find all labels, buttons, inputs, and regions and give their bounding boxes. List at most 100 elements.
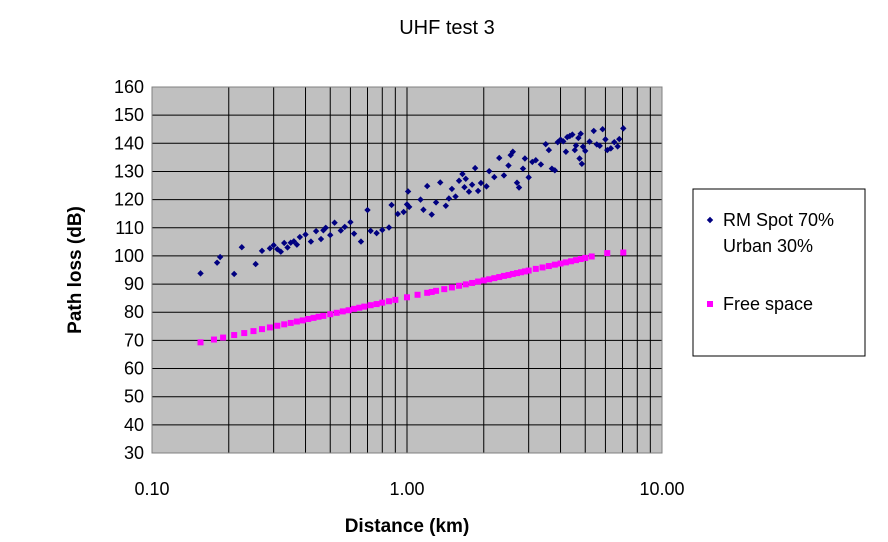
legend-box xyxy=(692,188,866,357)
rm-spot-point xyxy=(394,210,401,218)
free-space-point xyxy=(505,272,512,279)
rm-spot-point xyxy=(616,135,623,143)
x-tick-label: 1.00 xyxy=(389,479,424,499)
legend-marker-rm-spot xyxy=(706,216,714,224)
rm-spot-point xyxy=(557,136,564,143)
rm-spot-point xyxy=(327,231,334,239)
rm-spot-point xyxy=(577,130,584,137)
x-axis-title: Distance (km) xyxy=(345,516,470,537)
rm-spot-point xyxy=(614,143,621,150)
free-space-point xyxy=(414,291,421,298)
free-space-point xyxy=(379,299,386,306)
free-space-point xyxy=(333,309,340,316)
free-space-point xyxy=(433,287,440,294)
rm-spot-point xyxy=(582,147,589,155)
free-space-point xyxy=(386,298,393,305)
free-space-point xyxy=(620,249,627,256)
free-space-point xyxy=(320,312,327,319)
rm-spot-point xyxy=(423,182,431,190)
free-space-point xyxy=(392,296,399,303)
legend-label-free-space: Free space xyxy=(723,294,813,314)
free-space-point xyxy=(475,278,482,285)
free-space-point xyxy=(210,336,217,343)
rm-spot-point xyxy=(578,160,586,168)
free-space-point xyxy=(339,308,346,315)
rm-spot-point xyxy=(468,181,476,188)
rm-spot-point xyxy=(496,154,503,162)
y-axis-ticks: 30 40 50 60 70 80 90 100 110 120 130 140 150 160 xyxy=(114,77,144,463)
y-tick-label: 70 xyxy=(124,330,144,350)
free-space-point xyxy=(287,319,294,326)
rm-spot-point xyxy=(599,126,606,133)
rm-spot-point xyxy=(525,174,532,181)
rm-spot-point xyxy=(296,233,304,241)
rm-spot-point xyxy=(281,239,288,247)
rm-spot-point xyxy=(461,184,468,191)
y-tick-label: 50 xyxy=(124,387,144,407)
free-space-point xyxy=(469,279,476,286)
rm-spot-point xyxy=(266,245,274,252)
series-rm-spot xyxy=(197,125,627,278)
y-tick-label: 110 xyxy=(115,218,144,238)
free-space-point xyxy=(491,275,498,282)
free-space-point xyxy=(518,269,525,276)
rm-spot-point xyxy=(373,229,380,237)
rm-spot-point xyxy=(465,188,473,195)
free-space-point xyxy=(299,317,306,324)
y-tick-label: 120 xyxy=(114,190,144,210)
rm-spot-point xyxy=(290,238,298,245)
y-tick-label: 80 xyxy=(124,302,144,322)
rm-spot-point xyxy=(385,224,393,231)
y-tick-label: 30 xyxy=(124,443,144,463)
rm-spot-point xyxy=(432,199,440,206)
y-tick-label: 40 xyxy=(124,415,144,435)
rm-spot-point xyxy=(462,175,469,182)
free-space-point xyxy=(509,270,516,277)
rm-spot-point xyxy=(448,185,456,193)
free-space-point xyxy=(250,328,257,335)
rm-spot-point xyxy=(197,270,204,277)
rm-spot-point xyxy=(590,127,597,135)
y-tick-label: 150 xyxy=(114,105,144,125)
rm-spot-point xyxy=(602,136,609,143)
free-space-point xyxy=(513,270,520,277)
free-space-point xyxy=(293,318,300,325)
rm-spot-point xyxy=(230,270,238,278)
rm-spot-point xyxy=(405,203,413,211)
free-space-point xyxy=(428,288,435,295)
free-space-point xyxy=(532,265,539,272)
rm-spot-point xyxy=(455,177,463,184)
series-free-space xyxy=(197,249,627,346)
y-tick-label: 60 xyxy=(124,359,144,379)
free-space-point xyxy=(361,303,368,310)
rm-spot-point xyxy=(364,206,371,214)
free-space-point xyxy=(604,250,611,257)
plot-border xyxy=(151,86,663,454)
free-space-point xyxy=(557,260,564,267)
rm-spot-point xyxy=(519,165,527,172)
free-space-point xyxy=(456,282,463,289)
free-space-point xyxy=(351,305,358,312)
rm-spot-point xyxy=(471,164,479,172)
free-space-point xyxy=(220,334,227,341)
rm-spot-point xyxy=(252,260,259,268)
free-space-point xyxy=(525,267,532,274)
free-space-point xyxy=(241,330,248,337)
rm-spot-point xyxy=(507,151,514,159)
free-space-point xyxy=(539,264,546,271)
free-space-point xyxy=(588,253,595,260)
free-space-point xyxy=(486,276,493,283)
rm-spot-point xyxy=(477,179,485,187)
free-space-point xyxy=(448,284,455,291)
y-tick-label: 100 xyxy=(114,246,144,266)
rm-spot-point xyxy=(596,142,603,150)
rm-spot-point xyxy=(521,155,529,162)
rm-spot-point xyxy=(400,208,407,216)
legend-label-rm-spot: Urban 30% xyxy=(723,236,813,256)
rm-spot-point xyxy=(474,187,482,195)
free-space-point xyxy=(441,286,448,293)
free-space-point xyxy=(258,326,265,333)
x-tick-label: 10.00 xyxy=(639,479,684,499)
rm-spot-point xyxy=(331,219,338,226)
y-tick-label: 130 xyxy=(114,161,144,181)
